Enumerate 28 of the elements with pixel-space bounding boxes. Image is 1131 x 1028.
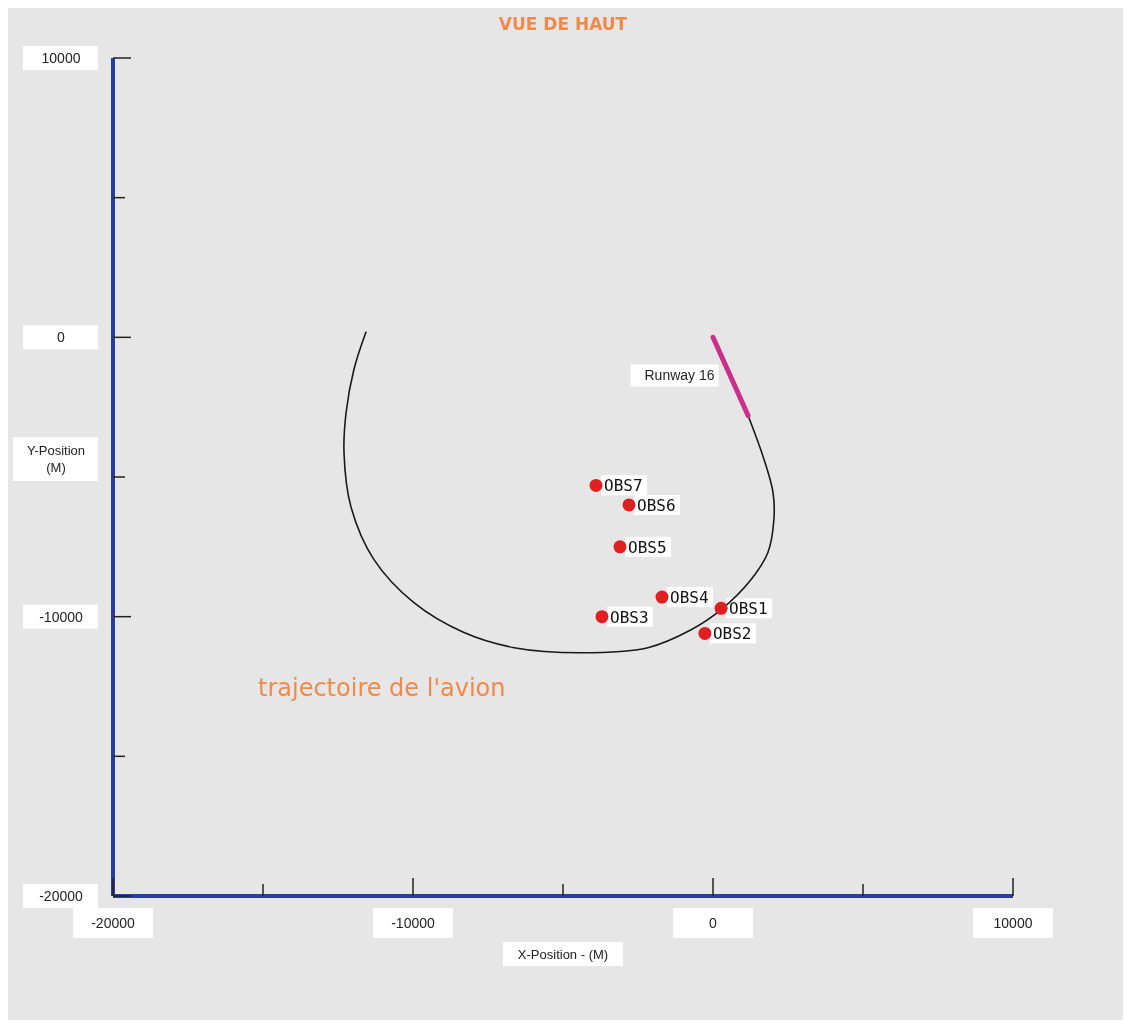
annotation: OBS5: [628, 537, 667, 557]
y-tick-label: 0: [57, 329, 66, 346]
point: [595, 610, 609, 624]
annotation: OBS1: [729, 599, 768, 619]
x-tick-label: 0: [709, 915, 718, 931]
annotation: OBS7: [604, 476, 643, 496]
x-tick-label: -20000: [91, 915, 136, 931]
point: [698, 626, 712, 640]
point: [714, 601, 728, 615]
x-axis-title: X-Position - (M): [517, 947, 609, 962]
point: [613, 540, 627, 554]
y-tick-label: -20000: [39, 888, 84, 904]
point: [622, 498, 636, 512]
annotation: OBS2: [712, 624, 752, 644]
y-tick-label: 10000: [41, 50, 81, 66]
annotation: OBS4: [670, 588, 709, 608]
y-tick-label: -10000: [39, 608, 84, 625]
annotation: OBS3: [610, 607, 649, 627]
y-axis-title: Y-Position (M): [26, 443, 86, 475]
point: [655, 590, 669, 604]
annotation: Runway 16: [644, 367, 715, 384]
point: [589, 478, 603, 492]
annotation: trajectoire de l'avion: [258, 674, 506, 702]
chart-title: VUE DE HAUT: [498, 14, 628, 34]
annotation: OBS6: [637, 495, 676, 515]
x-tick-label: -10000: [391, 915, 436, 931]
line-series: [343, 331, 776, 654]
x-tick-label: 10000: [993, 915, 1033, 931]
